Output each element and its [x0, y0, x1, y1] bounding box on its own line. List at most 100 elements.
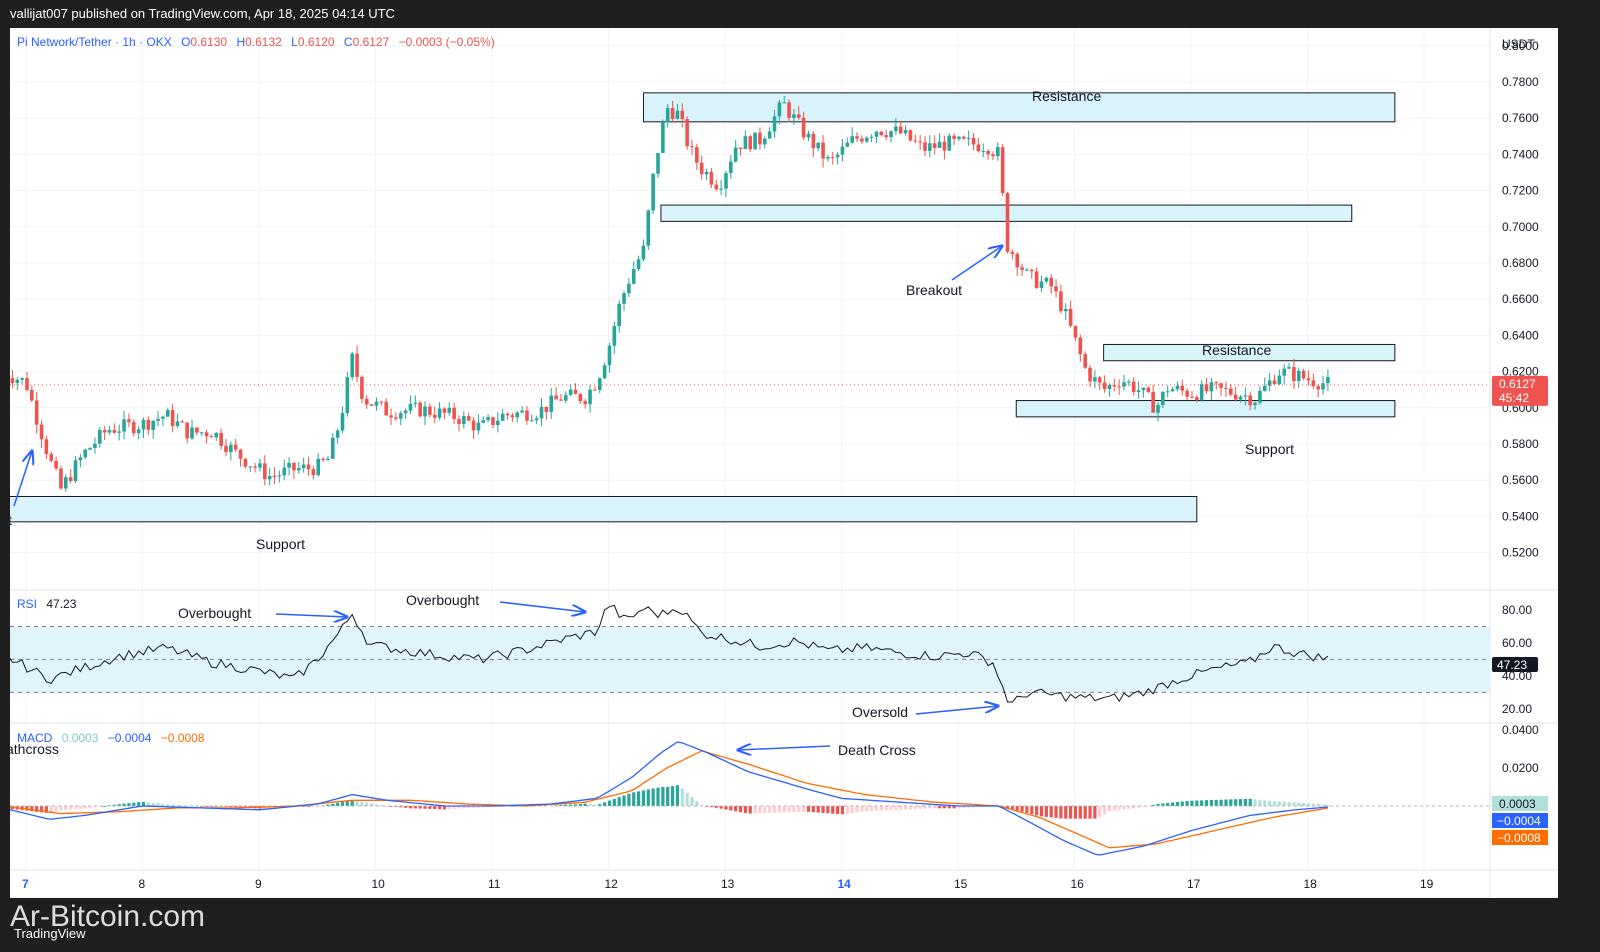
candle-body	[879, 131, 884, 136]
macd-hist-bar	[806, 806, 811, 812]
macd-hist-bar	[399, 806, 403, 808]
candle-body	[224, 445, 228, 453]
macd-hist-bar	[1224, 799, 1228, 806]
macd-hist-bar	[1219, 799, 1223, 806]
macd-hist-bar	[302, 806, 306, 807]
macd-hist-bar	[326, 804, 330, 806]
macd-hist-bar	[738, 806, 743, 813]
candle-body	[1238, 396, 1243, 400]
candle-body	[869, 136, 874, 138]
candle-body	[1287, 367, 1291, 369]
candle-body	[466, 416, 471, 421]
candle-body	[190, 427, 194, 439]
rsi-levels	[10, 625, 1490, 693]
macd-hist-bar	[743, 806, 747, 814]
candle-body	[680, 110, 685, 120]
macd-hist-bar	[845, 806, 849, 814]
low-label: L	[291, 35, 298, 49]
low-value: 0.6120	[298, 35, 335, 49]
price-tick-label: 0.5800	[1502, 437, 1539, 451]
macd-hist-bar	[598, 804, 602, 806]
macd-hist-bar	[641, 790, 646, 806]
macd-hist-bar	[1248, 798, 1252, 806]
macd-line-badge-box	[1492, 813, 1548, 828]
candle-body	[15, 379, 20, 383]
candle-body	[1039, 281, 1044, 288]
candle-body	[263, 463, 267, 480]
macd-hist-bar	[1093, 806, 1097, 819]
macd-hist-bar	[1151, 804, 1155, 806]
candle-body	[141, 419, 146, 430]
macd-hist-bar	[481, 806, 485, 808]
macd-legend[interactable]: MACD 0.0003 −0.0004 −0.0008 athcross	[10, 731, 205, 757]
svg-text:Pi Network/Tether · 1h · OKX: Pi Network/Tether · 1h · OKX O0.6130 H0.…	[17, 35, 495, 49]
candle-body	[229, 444, 233, 453]
macd-hist-bar	[680, 788, 684, 806]
macd-line-badge: −0.0004	[1497, 814, 1541, 828]
macd-hist-bar	[903, 806, 908, 810]
macd-hist-bar	[1297, 802, 1301, 806]
macd-hist-bar	[874, 806, 879, 811]
candle-body	[1321, 383, 1325, 390]
candle-body	[500, 413, 505, 421]
candle-body	[233, 444, 238, 450]
macd-hist-bar	[564, 804, 568, 806]
candle-body	[340, 413, 345, 431]
macd-hist-bar	[1311, 803, 1315, 806]
symbol-legend[interactable]: Pi Network/Tether · 1h · OKX O0.6130 H0.…	[17, 35, 495, 49]
macd-hist-bar	[1102, 806, 1107, 815]
candle-body	[301, 464, 306, 469]
candle-body	[976, 144, 981, 152]
candle-body	[510, 415, 515, 418]
macd-hist-bar	[850, 806, 854, 813]
candle-body	[840, 146, 845, 155]
macd-hist-bar	[73, 806, 78, 810]
macd-line-value: −0.0004	[108, 731, 152, 745]
time-tick-label: 13	[721, 877, 735, 891]
macd-hist-bar	[185, 805, 189, 807]
rsi-legend[interactable]: RSI 47.23	[17, 597, 77, 611]
candle-body	[806, 133, 811, 138]
macd-hist-bar	[93, 806, 97, 808]
price-tick-label: 0.6200	[1502, 365, 1539, 379]
macd-hist-bar	[884, 806, 888, 811]
candle-body	[83, 449, 88, 458]
macd-tick-label: 0.0400	[1502, 723, 1539, 737]
price-axis[interactable]: 0.8000 0.7800 0.7600 0.7400 0.7200 0.7000 0.68…	[1502, 39, 1539, 560]
macd-hist-bar	[243, 806, 248, 808]
macd-hist-bar	[942, 806, 947, 809]
candle-body	[559, 399, 563, 401]
macd-axis[interactable]: 0.0400 0.0200	[1502, 723, 1539, 775]
candle-body	[277, 475, 282, 477]
candle-body	[345, 377, 350, 414]
macd-badges: 0.0003 −0.0004 −0.0008	[1492, 796, 1548, 845]
macd-hist-bar	[122, 803, 126, 806]
label-breakout-fragment: t	[10, 512, 12, 528]
open-value: 0.6130	[190, 35, 227, 49]
candle-body	[112, 430, 117, 433]
tradingview-chart[interactable]: 0.8000 0.7800 0.7600 0.7400 0.7200 0.7000 0.68…	[10, 28, 1558, 898]
chart-background	[10, 28, 1558, 898]
macd-hist-bar	[889, 806, 893, 811]
candle-body	[622, 293, 626, 304]
candle-body	[743, 136, 748, 149]
candle-body	[491, 417, 495, 426]
candle-body	[889, 131, 893, 138]
rsi-axis[interactable]: 80.00 60.00 40.00 20.00	[1502, 603, 1532, 716]
macd-hist-bar	[44, 806, 48, 813]
candle-body	[699, 162, 704, 175]
candle-body	[496, 420, 500, 426]
macd-hist-bar	[510, 805, 514, 807]
macd-hist-bar	[442, 806, 447, 810]
macd-hist-bar	[840, 806, 845, 815]
macd-hist-bar	[229, 806, 233, 807]
macd-hist-bar	[802, 806, 806, 812]
candle-body	[78, 457, 83, 461]
macd-hist-bar	[413, 806, 417, 809]
macd-hist-bar	[967, 806, 971, 808]
candle-body	[44, 439, 49, 455]
macd-hist-bar	[627, 793, 631, 806]
macd-hist-bar	[345, 801, 349, 806]
time-axis[interactable]: 7 8 9 10 11 12 13 14 15 16 17 18 19	[22, 877, 1434, 891]
candle-body	[947, 135, 952, 151]
